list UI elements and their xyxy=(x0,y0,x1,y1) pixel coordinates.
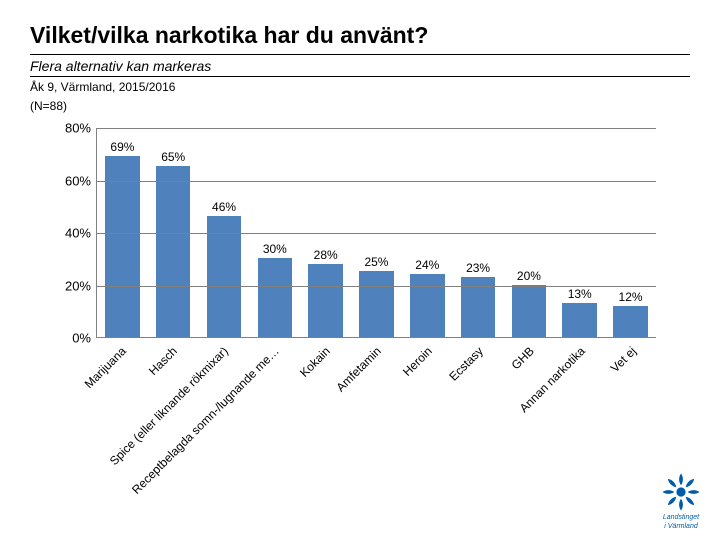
bar-value-label: 65% xyxy=(161,150,185,164)
x-tick-label: Hasch xyxy=(146,344,180,378)
bar-value-label: 30% xyxy=(263,242,287,256)
x-axis-labels: MarijuanaHaschSpice (eller liknande rökm… xyxy=(96,338,656,508)
y-tick-label: 40% xyxy=(65,226,97,241)
bar-value-label: 24% xyxy=(415,258,439,272)
bar xyxy=(512,285,547,338)
bar xyxy=(410,274,445,337)
x-tick-label: GHB xyxy=(508,344,536,372)
bar xyxy=(359,271,394,337)
x-tick-label: Vet ej xyxy=(607,344,638,375)
chart-meta-line-2: (N=88) xyxy=(30,99,690,115)
bar xyxy=(562,303,597,337)
bar-value-label: 12% xyxy=(619,290,643,304)
x-tick-label: Ecstasy xyxy=(446,344,486,384)
y-tick-label: 0% xyxy=(72,331,97,346)
bar-value-label: 20% xyxy=(517,269,541,283)
x-tick-label: Kokain xyxy=(297,344,333,380)
chart-title: Vilket/vilka narkotika har du använt? xyxy=(30,22,690,55)
y-tick-label: 20% xyxy=(65,278,97,293)
bar xyxy=(308,264,343,338)
logo-text-line-2: i Värmland xyxy=(654,523,708,530)
organization-logo: Landstinget i Värmland xyxy=(654,471,708,530)
bar xyxy=(613,306,648,338)
y-tick-label: 80% xyxy=(65,121,97,136)
bar xyxy=(258,258,293,337)
y-tick-label: 60% xyxy=(65,173,97,188)
bar-value-label: 28% xyxy=(314,248,338,262)
chart-meta-line-1: Åk 9, Värmland, 2015/2016 xyxy=(30,80,690,96)
gridline xyxy=(97,181,656,182)
chart-subtitle: Flera alternativ kan markeras xyxy=(30,58,690,77)
bar-value-label: 69% xyxy=(110,140,134,154)
x-tick-label: Amfetamin xyxy=(333,344,383,394)
x-tick-label: Marijuana xyxy=(82,344,129,391)
x-tick-label: Heroin xyxy=(400,344,435,379)
bar-value-label: 46% xyxy=(212,200,236,214)
sun-icon xyxy=(660,471,702,513)
gridline xyxy=(97,128,656,129)
bar-value-label: 23% xyxy=(466,261,490,275)
bar xyxy=(105,156,140,337)
gridline xyxy=(97,286,656,287)
logo-text-line-1: Landstinget xyxy=(654,514,708,521)
bar-value-label: 13% xyxy=(568,287,592,301)
plot-area: 69%65%46%30%28%25%24%23%20%13%12% 0%20%4… xyxy=(96,128,656,338)
gridline xyxy=(97,233,656,234)
bar xyxy=(156,166,191,337)
bar-chart: 69% 65% 46% 30% 28% 25% 24% 23% 20% 13% 12% 0% 20% 4… xyxy=(46,128,686,508)
bar-value-label: 25% xyxy=(364,255,388,269)
bar xyxy=(207,216,242,337)
